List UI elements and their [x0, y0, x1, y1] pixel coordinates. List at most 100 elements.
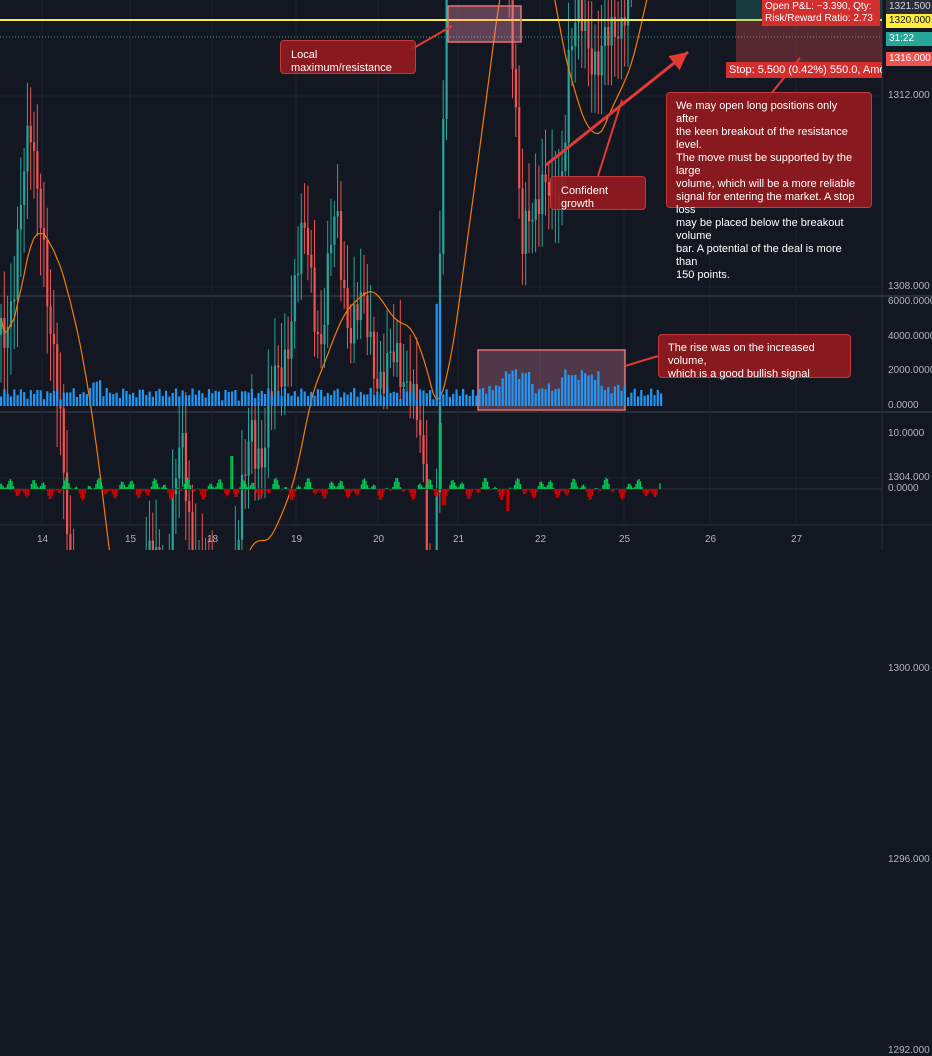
volume-bar [188, 395, 191, 406]
time-axis-label: 22 [535, 534, 547, 545]
candle-body [534, 199, 537, 221]
annotation-local-maximum[interactable]: Local maximum/resistance [280, 40, 416, 74]
volume-bar [419, 390, 422, 406]
volume-bar [250, 388, 253, 406]
volume-bar [501, 378, 504, 406]
candle-body [49, 306, 52, 334]
volume-bar [270, 395, 273, 406]
candle-body [389, 351, 392, 354]
volume-bar [115, 392, 118, 406]
candle-body [46, 239, 49, 307]
volume-bar [145, 395, 148, 406]
volume-bar [343, 392, 346, 406]
callout-line [409, 25, 453, 51]
candle-body [191, 511, 194, 550]
candle-body [359, 292, 362, 321]
candle-body [382, 371, 385, 394]
volume-bar [531, 383, 534, 406]
volume-bar [429, 390, 432, 406]
volume-bar [537, 389, 541, 406]
volume-bar [254, 398, 257, 406]
volume-bar [316, 389, 319, 406]
candle-body [339, 211, 343, 280]
volume-bar [491, 390, 494, 406]
price-axis-label: 1304.000 [888, 472, 930, 483]
volume-bar [151, 396, 154, 406]
volume-bar [161, 395, 164, 406]
volume-bar [369, 387, 372, 406]
volume-bar [257, 393, 260, 406]
volume-bar [534, 393, 537, 406]
candle-body [396, 343, 399, 363]
oscillator [0, 423, 882, 511]
candle-body [290, 321, 293, 359]
volume-bar [379, 394, 382, 406]
volume-bar [191, 388, 194, 406]
volume-bar [204, 397, 207, 406]
volume-bar [468, 395, 471, 406]
volume-bar [646, 394, 649, 406]
volume-bar [590, 374, 593, 406]
volume-bar [330, 395, 333, 406]
resistance-highlight-box [447, 5, 522, 43]
candle-body [369, 331, 372, 338]
volume-bar [478, 388, 481, 406]
candle-body [267, 391, 270, 448]
volume-bar [353, 388, 356, 406]
volume-bar [660, 393, 663, 406]
candle-body [323, 324, 326, 345]
volume-bar [95, 381, 98, 406]
volume-bar [36, 389, 39, 406]
volume-bar [359, 391, 362, 406]
annotation-confident-growth[interactable]: Confident growth [550, 176, 646, 210]
volume-bar [412, 391, 415, 406]
risk-reward-label[interactable]: Risk/Reward Ratio: 2.73 [762, 12, 880, 26]
candle-body [174, 478, 178, 495]
candle-body [184, 433, 187, 502]
candle-body [584, 19, 587, 32]
oscillator-axis-label: 10.0000 [888, 428, 925, 439]
volume-axis-label: 4000.0000 [888, 330, 932, 342]
volume-axis-label: 0.0000 [888, 400, 919, 411]
volume-bar [6, 394, 9, 406]
volume-bar [623, 386, 626, 406]
volume-bar [630, 392, 633, 406]
candle-body [333, 216, 336, 245]
stop-label[interactable]: Stop: 5.500 (0.42%) 550.0, Amo [726, 62, 882, 78]
volume-bar [518, 378, 521, 406]
candle-body [155, 546, 158, 550]
oscillator-axis-label: 0.0000 [888, 483, 919, 494]
volume-axis-label: 6000.0000 [888, 296, 932, 307]
volume-bar [656, 389, 659, 406]
volume-bar [234, 390, 237, 406]
volume-bar [551, 390, 554, 406]
volume-bar [280, 395, 283, 406]
trading-chart[interactable] [0, 0, 932, 550]
volume-bar [52, 390, 55, 406]
candle-body [376, 378, 379, 389]
volume-bar [653, 395, 656, 406]
candle-body [260, 448, 263, 468]
volume-bar [89, 387, 92, 406]
candle-body [366, 295, 369, 338]
price-tag-resistance: 1320.000 [886, 14, 932, 28]
annotation-volume[interactable]: The rise was on the increased volume, wh… [658, 334, 851, 380]
volume-bar [16, 395, 19, 406]
volume-bar [72, 388, 75, 406]
volume-bar [504, 371, 508, 406]
volume-bar [310, 391, 313, 406]
candle-body [257, 448, 260, 469]
volume-bar [498, 386, 501, 406]
time-axis-label: 26 [705, 534, 717, 545]
volume-bar [247, 392, 250, 406]
annotation-strategy[interactable]: We may open long positions only after th… [666, 92, 872, 281]
volume-bar [356, 396, 359, 406]
volume-bar [366, 394, 369, 406]
open-pnl-label[interactable]: Open P&L: −3.390, Qty: [762, 0, 880, 14]
candle-body [597, 51, 600, 76]
candle-body [531, 220, 534, 222]
candle-body [23, 171, 26, 206]
volume-bar [184, 395, 187, 406]
candle-body [181, 433, 184, 448]
volume-bar [570, 375, 574, 406]
